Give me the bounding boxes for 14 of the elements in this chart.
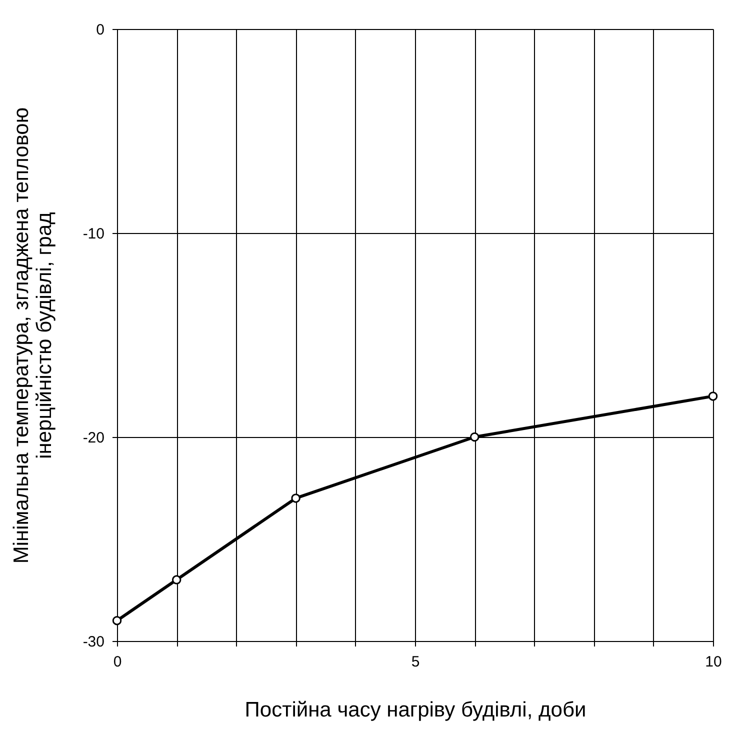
point: [470, 432, 480, 442]
y-tick-label: -10: [82, 226, 104, 242]
y-axis-title: Мінімальна температура, згладжена тепловою інерційністю будівлі, град: [10, 107, 56, 564]
x-tick-label: 5: [411, 654, 420, 670]
x-tick-label: 10: [705, 654, 722, 670]
y-tick-label: -30: [82, 634, 104, 650]
x-axis-title: Постійна часу нагріву будівлі, доби: [244, 698, 586, 722]
point: [172, 575, 182, 584]
point: [708, 392, 718, 401]
y-tick-label: 0: [96, 22, 104, 38]
x-tick-label: 0: [113, 654, 122, 670]
point: [291, 494, 300, 503]
y-tick-label: -20: [82, 430, 104, 446]
point: [112, 616, 122, 626]
